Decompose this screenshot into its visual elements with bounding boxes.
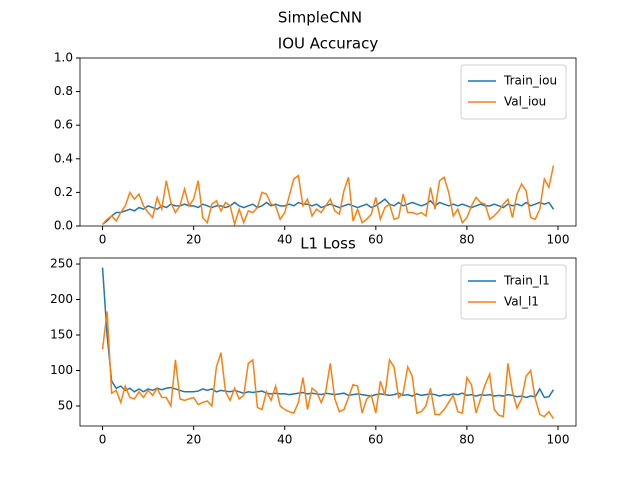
x-tick-label: 0: [99, 433, 107, 447]
y-tick-label: 100: [50, 363, 73, 377]
x-tick-label: 80: [459, 433, 474, 447]
y-tick-label: 0.6: [54, 118, 73, 132]
series-line: [101, 165, 555, 228]
y-tick-label: 150: [50, 328, 73, 342]
axes-title: L1 Loss: [300, 235, 356, 253]
y-tick-label: 250: [50, 257, 73, 271]
legend-label: Train_l1: [503, 274, 550, 288]
axes-frame: [79, 57, 577, 227]
y-tick-label: 0.2: [54, 185, 73, 199]
x-tick-label: 40: [277, 233, 292, 247]
legend-label: Train_iou: [503, 74, 557, 88]
series-line: [102, 198, 555, 225]
x-tick-label: 60: [368, 433, 383, 447]
y-tick-label: 200: [50, 292, 73, 306]
x-tick-label: 20: [186, 233, 201, 247]
legend-label: Val_iou: [504, 95, 546, 109]
legend-box: [460, 64, 567, 120]
figure-title: SimpleCNN: [278, 9, 362, 27]
x-tick-label: 100: [547, 433, 570, 447]
x-tick-label: 40: [277, 433, 292, 447]
y-tick-label: 0.0: [54, 219, 73, 233]
y-tick-label: 50: [58, 398, 73, 412]
x-tick-label: 60: [368, 233, 383, 247]
series-line: [101, 267, 555, 399]
series-line: [101, 311, 555, 420]
y-tick-label: 1.0: [54, 51, 73, 65]
legend-box: [460, 264, 567, 320]
y-tick-label: 0.4: [54, 151, 73, 165]
axes-frame: [79, 257, 577, 427]
legend-label: Val_l1: [504, 295, 539, 309]
y-tick-label: 0.8: [54, 84, 73, 98]
x-tick-label: 0: [99, 233, 107, 247]
x-tick-label: 100: [547, 233, 570, 247]
x-tick-label: 80: [459, 233, 474, 247]
x-tick-label: 20: [186, 433, 201, 447]
axes-title: IOU Accuracy: [278, 35, 379, 53]
